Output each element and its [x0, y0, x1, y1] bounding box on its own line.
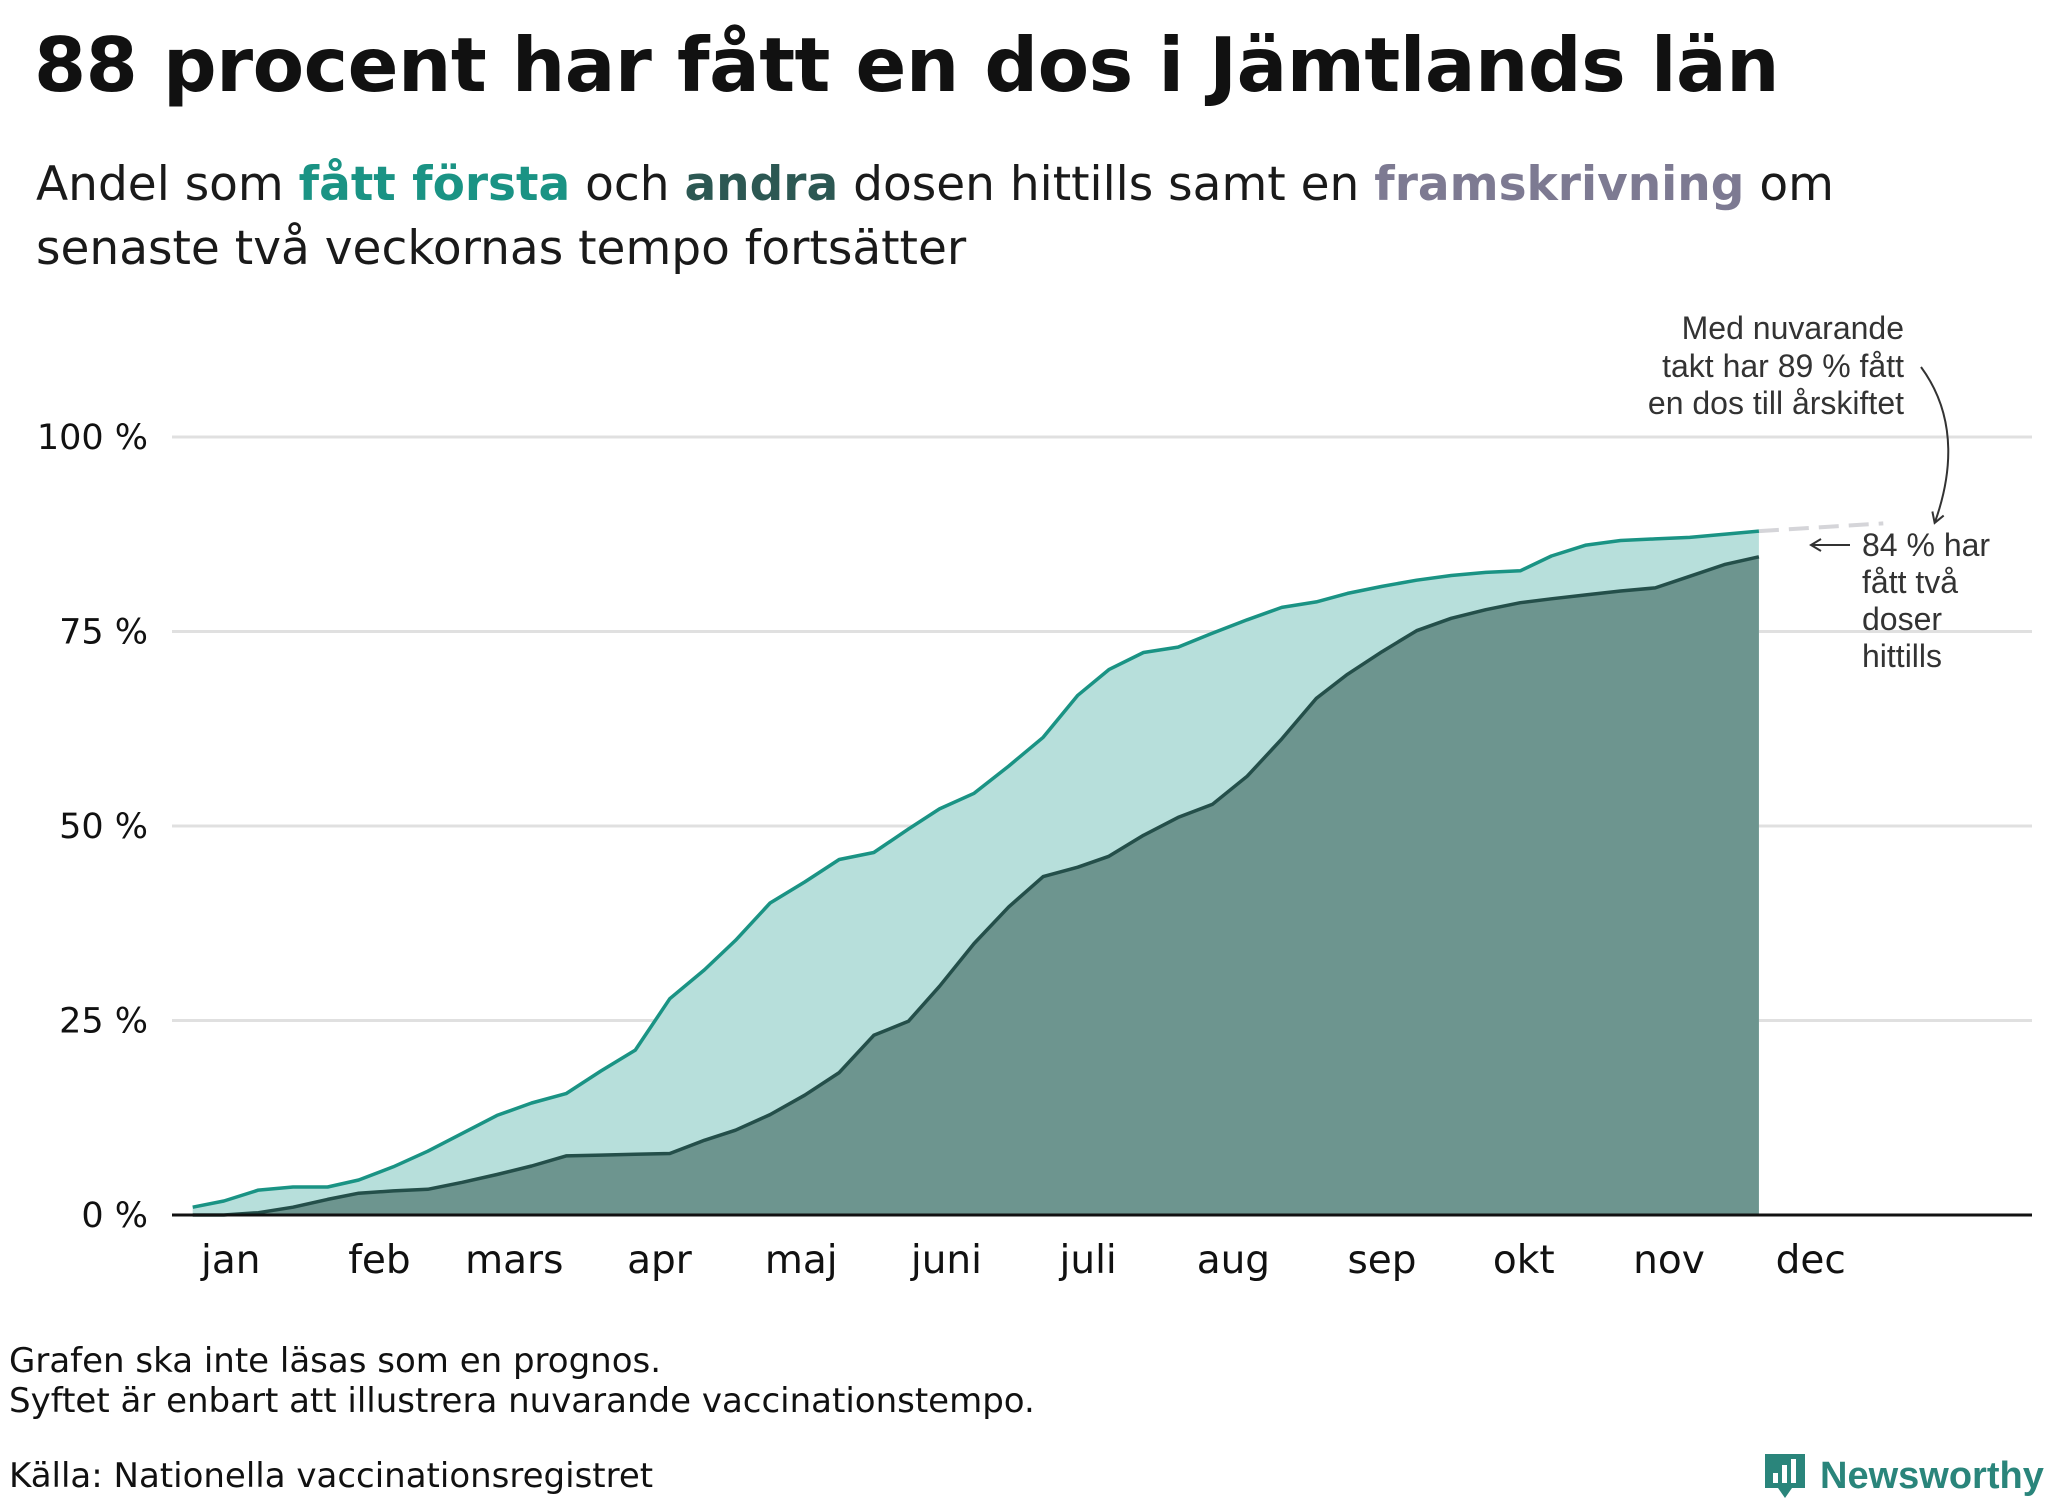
x-tick-label: mars: [465, 1238, 563, 1283]
y-tick-label: 50 %: [59, 807, 148, 847]
chart-subtitle: Andel som fått första och andra dosen hi…: [36, 153, 2016, 281]
second-dose-annotation-line: hittills: [1862, 638, 1942, 674]
vaccination-area-chart: 0 % 25 % 50 % 75 % 100 % jan feb mars apr maj juni…: [37, 310, 2032, 1283]
projection-annotation-line: takt har 89 % fått: [1662, 348, 1904, 384]
subtitle-first-dose: fått första: [298, 157, 571, 212]
x-tick-label: sep: [1347, 1238, 1416, 1283]
projection-line: [1758, 521, 1884, 534]
second-dose-area: [192, 556, 1759, 1215]
x-tick-label: juni: [910, 1238, 982, 1283]
second-dose-annotation-line: doser: [1862, 601, 1942, 637]
newsworthy-logo-icon: [1765, 1454, 1805, 1498]
x-tick-label: maj: [765, 1238, 838, 1283]
x-tick-label: juli: [1059, 1238, 1117, 1283]
subtitle-second-dose: andra: [684, 157, 839, 212]
footnote: Grafen ska inte läsas som en prognos. Sy…: [9, 1341, 1035, 1421]
footnote-line: Grafen ska inte läsas som en prognos.: [9, 1341, 662, 1381]
axes: 0 % 25 % 50 % 75 % 100 % jan feb mars apr maj juni…: [37, 418, 2032, 1283]
x-tick-label: nov: [1633, 1238, 1705, 1283]
second-dose-annotation-line: fått två: [1862, 564, 1958, 600]
brand: Newsworthy: [1762, 1448, 2044, 1504]
subtitle-text: dosen hittills samt en: [838, 157, 1375, 212]
area-layer: [192, 531, 1759, 1215]
footnote-line: Syftet är enbart att illustrera nuvarand…: [9, 1381, 1035, 1421]
x-tick-label: jan: [200, 1238, 260, 1283]
chart-title: 88 procent har fått en dos i Jämtlands l…: [34, 21, 1780, 109]
y-tick-label: 25 %: [59, 1002, 148, 1042]
y-tick-label: 0 %: [81, 1196, 148, 1236]
brand-name: Newsworthy: [1820, 1454, 2044, 1497]
projection-arrow: [1920, 366, 1950, 525]
series-lines: [192, 521, 1884, 1217]
x-tick-label: aug: [1197, 1238, 1270, 1283]
subtitle-text: Andel som: [36, 157, 299, 212]
subtitle-text: och: [570, 157, 685, 212]
x-tick-label: feb: [348, 1238, 410, 1283]
first-dose-line: [192, 529, 1760, 1209]
subtitle-projection: framskrivning: [1374, 157, 1745, 212]
y-tick-label: 75 %: [59, 613, 148, 653]
x-tick-label: apr: [627, 1238, 693, 1283]
projection-annotation-line: en dos till årskiftet: [1648, 385, 1904, 421]
second-dose-line: [192, 555, 1760, 1217]
subtitle-text: om senaste två veckornas tempo fortsätte…: [36, 157, 1834, 276]
y-tick-label: 100 %: [37, 418, 148, 458]
x-tick-label: okt: [1493, 1238, 1555, 1283]
annotations: Med nuvarande takt har 89 % fått en dos …: [1648, 310, 1991, 674]
source-credit: Källa: Nationella vaccinationsregistret: [9, 1456, 654, 1496]
second-dose-annotation-line: 84 % har: [1862, 527, 1990, 563]
x-tick-label: dec: [1776, 1238, 1846, 1283]
projection-annotation-line: Med nuvarande: [1682, 310, 1904, 346]
